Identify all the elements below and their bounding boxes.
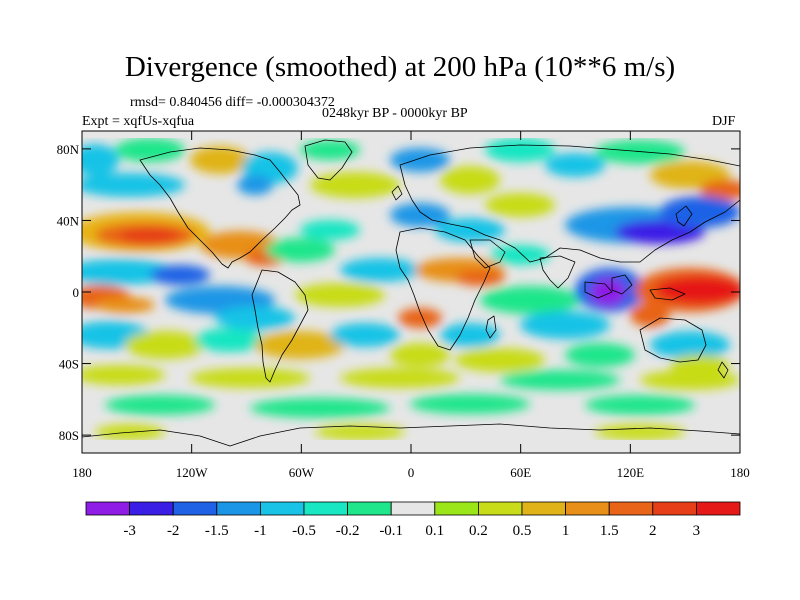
x-axis: 180 120W 60W 0 60E 120E 180 (72, 131, 750, 480)
colorbar-swatch (172, 501, 218, 516)
x-tick-label: 180 (72, 465, 92, 480)
coastlines (82, 139, 740, 447)
map-title: Divergence (smoothed) at 200 hPa (10**6 … (124, 51, 676, 83)
colorbar-label: 1 (562, 523, 570, 539)
colorbar-label: 0.5 (513, 523, 532, 539)
x-tick-label: 60E (510, 465, 531, 480)
colorbar-label: -0.2 (336, 523, 360, 539)
colorbar-label: -1.5 (205, 523, 229, 539)
colorbar-swatch (259, 501, 305, 516)
colorbar-label: 3 (693, 523, 701, 539)
colorbar-label: -0.5 (292, 523, 316, 539)
colorbar-swatch (608, 501, 654, 516)
colorbar-swatch (216, 501, 261, 516)
rmsd-diff-stats: rmsd= 0.840456 diff= -0.000304372 (130, 95, 335, 110)
colorbar-swatch (521, 501, 566, 516)
season-label: DJF (712, 114, 736, 129)
colorbar-swatch (652, 501, 697, 516)
period-label: 0248kyr BP - 0000kyr BP (322, 106, 468, 121)
colorbar-label: -3 (123, 523, 136, 539)
y-tick-label: 80S (59, 428, 79, 443)
colorbar-swatch (390, 501, 436, 516)
colorbar-swatch (477, 501, 523, 516)
colorbar-swatch (303, 501, 348, 516)
colorbar-swatch (696, 501, 741, 516)
y-tick-label: 0 (73, 285, 80, 300)
x-tick-label: 0 (408, 465, 415, 480)
colorbar-label: 0.2 (469, 523, 488, 539)
colorbar-label: 0.1 (425, 523, 444, 539)
y-axis: 80N 40N 0 40S 80S (57, 142, 740, 443)
map-plot-area (82, 131, 740, 453)
colorbar: -3 -2 -1.5 -1 -0.5 -0.2 -0.1 0.1 0.2 0.5 1 1.5 2 3 (85, 501, 741, 539)
y-tick-label: 40S (59, 357, 79, 372)
experiment-label: Expt = xqfUs-xqfua (82, 114, 195, 129)
x-tick-label: 180 (730, 465, 750, 480)
x-tick-label: 120E (617, 465, 645, 480)
colorbar-swatch (434, 501, 479, 516)
y-tick-label: 40N (57, 213, 80, 228)
divergence-field (82, 138, 740, 440)
colorbar-label: -2 (167, 523, 180, 539)
colorbar-label: -1 (254, 523, 267, 539)
colorbar-swatch (129, 501, 174, 516)
colorbar-swatch (347, 501, 392, 516)
colorbar-label: 2 (649, 523, 657, 539)
colorbar-label: -0.1 (379, 523, 403, 539)
colorbar-swatch (565, 501, 610, 516)
colorbar-label: 1.5 (600, 523, 619, 539)
colorbar-swatch (85, 501, 130, 516)
y-tick-label: 80N (57, 142, 80, 157)
x-tick-label: 60W (289, 465, 315, 480)
x-tick-label: 120W (176, 465, 209, 480)
